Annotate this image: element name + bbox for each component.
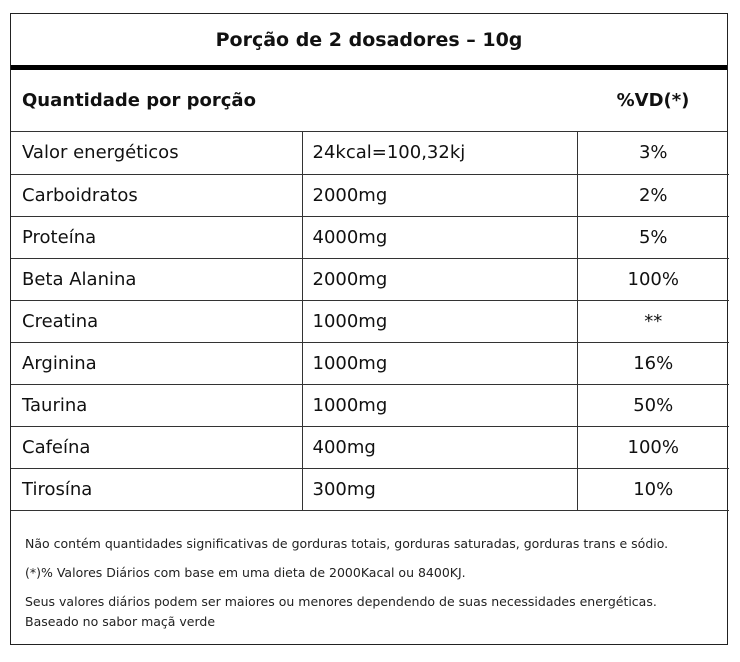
nutrient-name: Creatina <box>11 300 303 343</box>
nutrition-table: Valor energéticos 24kcal=100,32kj 3% Car… <box>11 132 729 511</box>
table-row: Arginina 1000mg 16% <box>11 342 729 385</box>
nutrient-amount: 24kcal=100,32kj <box>302 132 578 175</box>
table-header: Quantidade por porção %VD(*) <box>11 70 727 132</box>
nutrient-amount: 1000mg <box>302 342 578 385</box>
nutrient-vd: 3% <box>577 132 729 175</box>
table-row: Proteína 4000mg 5% <box>11 216 729 259</box>
nutrient-name: Cafeína <box>11 426 303 469</box>
nutrient-vd: 2% <box>577 174 729 217</box>
footnote-daily-values: (*)% Valores Diários com base em uma die… <box>25 565 466 580</box>
nutrient-name: Tirosína <box>11 468 303 511</box>
table-row: Cafeína 400mg 100% <box>11 426 729 469</box>
nutrient-amount: 300mg <box>302 468 578 511</box>
table-row: Valor energéticos 24kcal=100,32kj 3% <box>11 132 729 175</box>
nutrient-name: Carboidratos <box>11 174 303 217</box>
nutrient-vd: 10% <box>577 468 729 511</box>
nutrition-facts-panel: Porção de 2 dosadores – 10g Quantidade p… <box>10 13 729 645</box>
nutrient-name: Proteína <box>11 216 303 259</box>
nutrient-name: Arginina <box>11 342 303 385</box>
serving-title: Porção de 2 dosadores – 10g <box>215 29 523 51</box>
table-row: Creatina 1000mg ** <box>11 300 729 343</box>
nutrient-vd: 50% <box>577 384 729 427</box>
nutrient-amount: 2000mg <box>302 258 578 301</box>
nutrient-amount: 1000mg <box>302 384 578 427</box>
nutrient-name: Taurina <box>11 384 303 427</box>
footnote-flavor: Baseado no sabor maçã verde <box>25 614 216 629</box>
title-divider <box>11 65 727 70</box>
footnote-no-significant: Não contém quantidades significativas de… <box>25 536 669 551</box>
footnote-individual-needs: Seus valores diários podem ser maiores o… <box>25 594 657 609</box>
table-row: Carboidratos 2000mg 2% <box>11 174 729 217</box>
nutrient-amount: 4000mg <box>302 216 578 259</box>
nutrient-amount: 2000mg <box>302 174 578 217</box>
table-row: Taurina 1000mg 50% <box>11 384 729 427</box>
table-row: Beta Alanina 2000mg 100% <box>11 258 729 301</box>
nutrient-amount: 1000mg <box>302 300 578 343</box>
nutrient-vd: 5% <box>577 216 729 259</box>
nutrient-amount: 400mg <box>302 426 578 469</box>
table-row: Tirosína 300mg 10% <box>11 468 729 511</box>
header-vd-label: %VD(*) <box>616 90 690 111</box>
nutrient-vd: 16% <box>577 342 729 385</box>
header-quantity-label: Quantidade por porção <box>22 90 256 111</box>
nutrient-vd: 100% <box>577 258 729 301</box>
nutrient-vd: 100% <box>577 426 729 469</box>
nutrient-name: Beta Alanina <box>11 258 303 301</box>
nutrient-name: Valor energéticos <box>11 132 303 175</box>
footnotes: Não contém quantidades significativas de… <box>25 534 715 641</box>
nutrient-vd: ** <box>577 300 729 343</box>
